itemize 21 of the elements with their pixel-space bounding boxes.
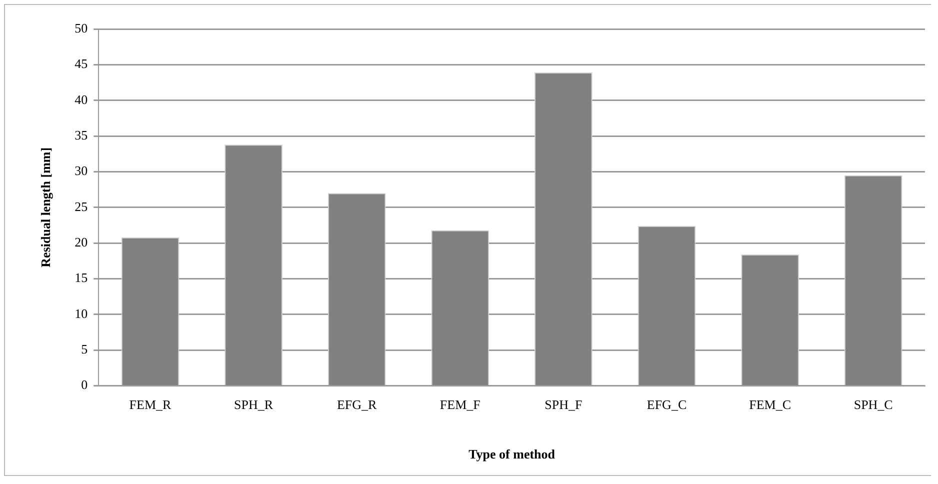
x-tick-label: SPH_F bbox=[544, 397, 582, 412]
y-tick-label: 45 bbox=[74, 56, 88, 72]
x-tick-label: FEM_R bbox=[129, 397, 172, 412]
x-tick-label: EFG_C bbox=[646, 397, 687, 412]
y-tick-label: 20 bbox=[74, 234, 88, 250]
y-tick-label: 40 bbox=[74, 92, 88, 107]
x-axis-title: Type of method bbox=[468, 446, 556, 462]
y-tick-label: 30 bbox=[74, 163, 88, 178]
y-tick-label: 15 bbox=[74, 270, 88, 286]
y-tick-label: 5 bbox=[81, 342, 88, 357]
x-tick-label: EFG_R bbox=[336, 397, 378, 412]
x-tick-label: FEM_C bbox=[749, 397, 792, 412]
x-tick-label: SPH_C bbox=[854, 397, 893, 412]
y-tick-label: 25 bbox=[74, 198, 88, 214]
y-axis-title: Residual length [mm] bbox=[38, 147, 54, 268]
y-tick-label: 50 bbox=[74, 20, 88, 36]
y-tick-label: 35 bbox=[74, 127, 88, 142]
y-tick-label: 10 bbox=[74, 306, 88, 321]
y-tick-label: 0 bbox=[81, 377, 88, 392]
x-tick-label: FEM_F bbox=[440, 397, 480, 412]
x-tick-label: SPH_R bbox=[234, 397, 274, 412]
